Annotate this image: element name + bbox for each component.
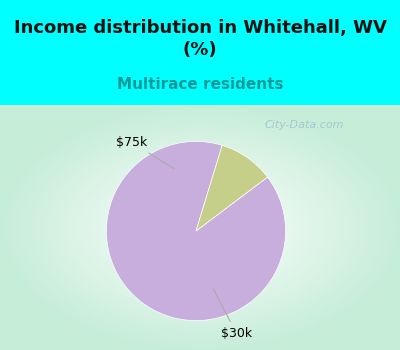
Text: City-Data.com: City-Data.com (264, 120, 344, 130)
Text: Income distribution in Whitehall, WV
(%): Income distribution in Whitehall, WV (%) (14, 19, 386, 59)
Text: Multirace residents: Multirace residents (117, 77, 283, 92)
Text: $75k: $75k (116, 136, 174, 169)
Wedge shape (106, 141, 286, 321)
Text: $30k: $30k (214, 289, 252, 340)
Wedge shape (196, 145, 268, 231)
